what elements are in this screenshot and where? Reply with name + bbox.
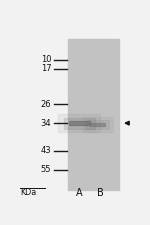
Bar (83, 117, 113, 132)
Text: B: B (97, 188, 103, 198)
Text: 26: 26 (41, 100, 51, 109)
Bar (68, 39, 119, 190)
Bar (69, 121, 90, 125)
Text: 10: 10 (41, 55, 51, 64)
Text: 34: 34 (41, 119, 51, 128)
Bar (90, 123, 105, 126)
Bar (86, 120, 109, 129)
Bar (58, 115, 100, 132)
Text: 43: 43 (41, 146, 51, 155)
Text: A: A (76, 188, 83, 198)
Text: 55: 55 (41, 165, 51, 174)
Text: 17: 17 (41, 64, 51, 73)
Text: KDa: KDa (20, 188, 36, 197)
Bar (63, 118, 95, 128)
